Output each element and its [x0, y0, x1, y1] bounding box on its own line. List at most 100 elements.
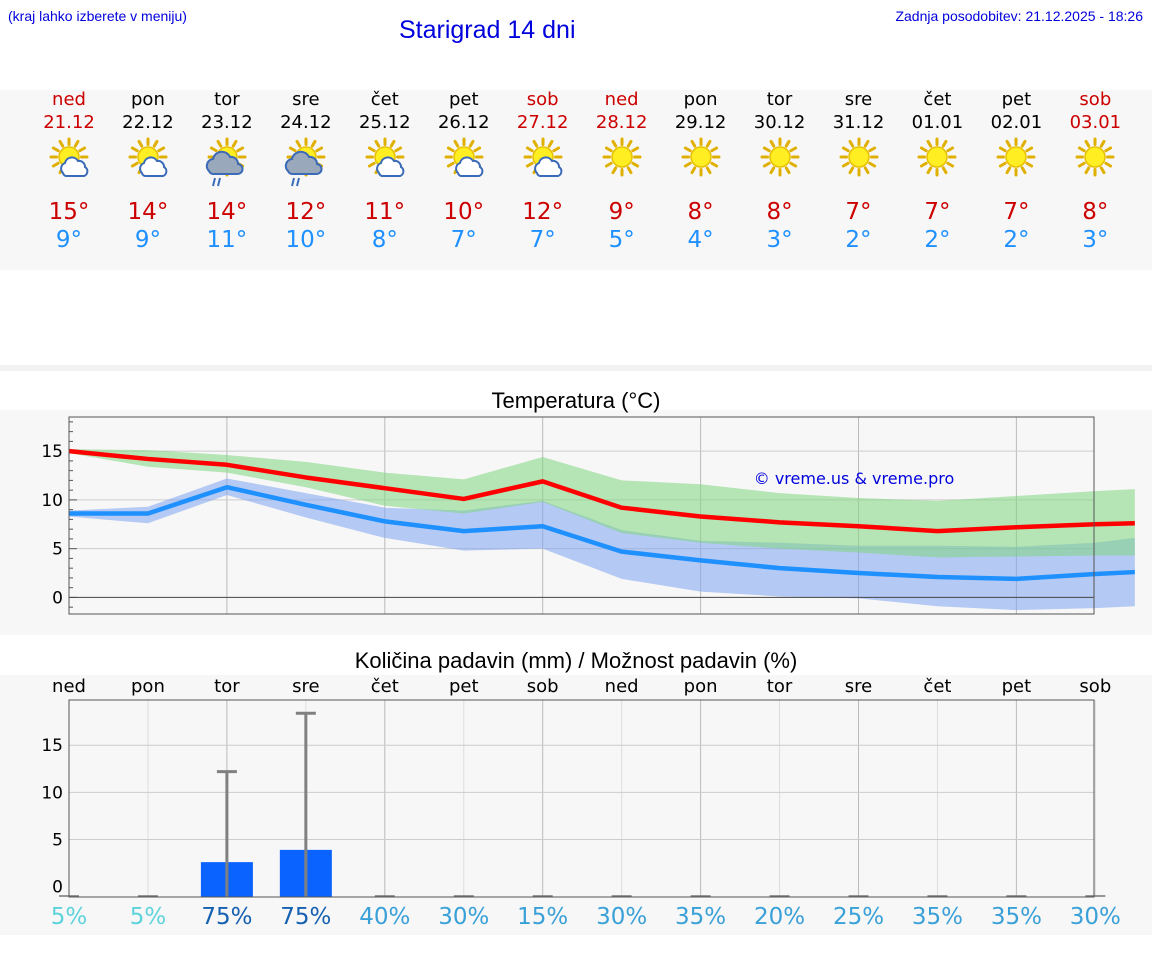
- sun-icon: [835, 135, 883, 189]
- precipitation-chart-title: Količina padavin (mm) / Možnost padavin …: [354, 648, 798, 673]
- day-date: 02.01: [990, 112, 1043, 133]
- precipitation-probability: 5%: [50, 904, 88, 930]
- min-temperature: 3°: [766, 227, 793, 253]
- max-temperature: 8°: [687, 199, 714, 225]
- temperature-chart-title: Temperatura (°C): [491, 388, 661, 413]
- copyright-annotation: © vreme.us & vreme.pro: [754, 469, 955, 488]
- min-temperature: 9°: [55, 227, 83, 253]
- min-temperature: 10°: [285, 227, 327, 253]
- min-temperature-line: [69, 484, 1135, 582]
- day-date: 25.12: [359, 112, 411, 133]
- forecast-panel: [0, 90, 1152, 270]
- y-tick-label: 10: [41, 783, 63, 803]
- day-date: 31.12: [832, 112, 885, 133]
- sun-icon: [992, 135, 1040, 189]
- precipitation-day-label: sre: [844, 676, 873, 697]
- precipitation-probability: 25%: [832, 904, 885, 930]
- sun-rain-icon: [203, 135, 251, 189]
- precipitation-probability: 15%: [517, 904, 569, 930]
- y-tick-label: 10: [41, 491, 63, 511]
- sun-cloud-icon: [440, 135, 488, 189]
- day-name: pet: [1001, 89, 1032, 110]
- precipitation-day-label: čet: [370, 676, 399, 697]
- sun-cloud-icon: [361, 135, 409, 189]
- day-name: čet: [923, 89, 952, 110]
- day-date: 03.01: [1069, 112, 1122, 133]
- day-date: 26.12: [437, 112, 490, 133]
- day-name: ned: [52, 89, 86, 110]
- sun-cloud-icon: [124, 135, 172, 189]
- precipitation-probability: 40%: [359, 904, 411, 930]
- y-tick-label: 5: [52, 831, 63, 851]
- day-date: 01.01: [911, 112, 964, 133]
- max-temperature: 14°: [127, 199, 169, 225]
- max-temperature: 15°: [48, 199, 90, 225]
- min-temperature: 5°: [608, 227, 635, 253]
- day-name: tor: [214, 89, 240, 110]
- y-tick-label: 0: [52, 588, 63, 608]
- day-name: pon: [131, 89, 165, 110]
- day-date: 23.12: [201, 112, 253, 133]
- sun-cloud-icon: [519, 135, 567, 189]
- precipitation-day-label: pon: [131, 676, 165, 697]
- location-hint-link[interactable]: (kraj lahko izberete v meniju): [8, 8, 187, 24]
- precipitation-day-label: tor: [766, 676, 793, 697]
- day-date: 30.12: [753, 112, 806, 133]
- sun-icon: [756, 135, 804, 189]
- sun-icon: [677, 135, 725, 189]
- precipitation-probability: 30%: [596, 904, 648, 930]
- precipitation-probability: 75%: [280, 904, 332, 930]
- precipitation-day-label: ned: [604, 676, 639, 697]
- max-temperature: 7°: [1003, 199, 1030, 225]
- precipitation-probability: 30%: [1069, 904, 1121, 930]
- y-tick-label: 15: [41, 442, 63, 462]
- precipitation-day-label: ned: [52, 676, 86, 697]
- day-name: sre: [292, 89, 320, 110]
- max-temperature: 8°: [766, 199, 793, 225]
- day-name: sob: [526, 89, 559, 110]
- day-date: 28.12: [595, 112, 648, 133]
- sun-icon: [1071, 135, 1119, 189]
- min-temperature: 7°: [529, 227, 556, 253]
- min-temperature: 4°: [687, 227, 714, 253]
- day-name: ned: [604, 89, 639, 110]
- day-date: 22.12: [122, 112, 174, 133]
- max-temperature: 8°: [1082, 199, 1109, 225]
- sun-icon: [913, 135, 961, 189]
- day-name: čet: [370, 89, 399, 110]
- sun-icon: [598, 135, 646, 189]
- min-temperature: 2°: [1003, 227, 1030, 253]
- day-name: tor: [766, 89, 793, 110]
- day-date: 21.12: [43, 112, 95, 133]
- precipitation-probability: 20%: [753, 904, 806, 930]
- precipitation-probability: 35%: [675, 904, 727, 930]
- divider-band: [0, 365, 1152, 371]
- max-temperature: 12°: [285, 199, 327, 225]
- precipitation-day-label: pet: [1001, 676, 1032, 697]
- min-temperature: 9°: [134, 227, 161, 253]
- y-tick-label: 0: [52, 878, 63, 898]
- day-name: sob: [1079, 89, 1112, 110]
- precipitation-probability: 75%: [201, 904, 253, 930]
- precipitation-day-label: sob: [1079, 676, 1112, 697]
- day-date: 27.12: [516, 112, 569, 133]
- precipitation-probability: 35%: [990, 904, 1042, 930]
- sun-cloud-icon: [45, 135, 93, 189]
- max-temperature: 12°: [522, 199, 564, 225]
- max-temperature: 11°: [364, 199, 406, 225]
- day-date: 29.12: [674, 112, 727, 133]
- min-temperature: 11°: [206, 227, 248, 253]
- temperature-plot-frame: [68, 416, 1095, 615]
- min-temperature: 2°: [845, 227, 872, 253]
- precipitation-day-label: pon: [683, 676, 718, 697]
- precipitation-probability: 35%: [911, 904, 963, 930]
- max-temperature: 14°: [206, 199, 248, 225]
- max-temperature: 7°: [845, 199, 872, 225]
- y-tick-label: 15: [41, 736, 63, 756]
- max-temperature: 9°: [608, 199, 635, 225]
- min-temperature: 7°: [450, 227, 477, 253]
- precipitation-probability: 5%: [129, 904, 167, 930]
- day-name: pon: [683, 89, 718, 110]
